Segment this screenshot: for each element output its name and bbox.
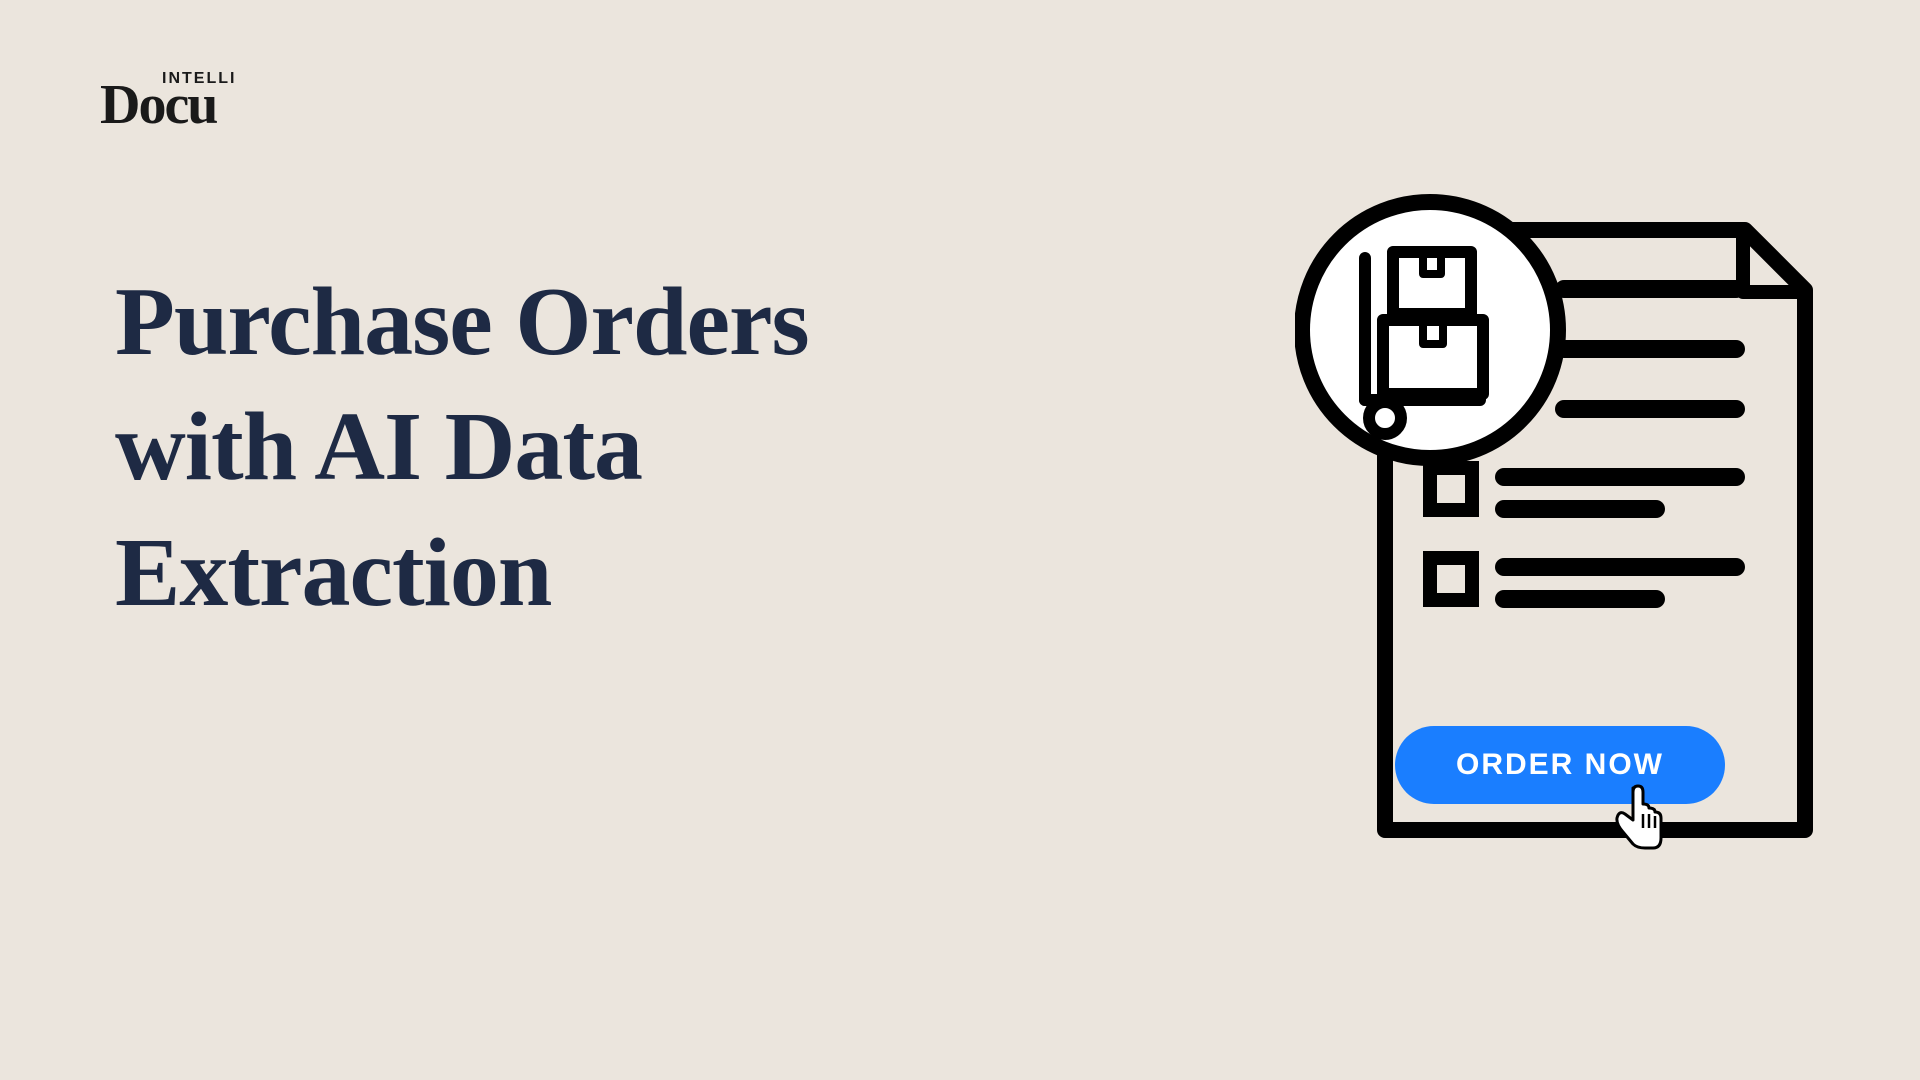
doc-line (1555, 400, 1745, 418)
logo-bottom-text: Docu (100, 80, 236, 130)
headline-line-2: with AI Data (115, 385, 809, 510)
headline: Purchase Orders with AI Data Extraction (115, 260, 809, 636)
cursor-icon (1611, 782, 1667, 852)
cart-circle (1302, 202, 1558, 458)
doc-line (1495, 468, 1745, 486)
headline-line-3: Extraction (115, 511, 809, 636)
headline-line-1: Purchase Orders (115, 260, 809, 385)
order-now-button[interactable]: ORDER NOW (1395, 726, 1725, 804)
doc-line (1495, 500, 1665, 518)
doc-line (1495, 590, 1665, 608)
doc-line (1555, 280, 1745, 298)
logo: INTELLI Docu (100, 70, 236, 130)
document-illustration: ORDER NOW (1295, 190, 1825, 870)
doc-line (1495, 558, 1745, 576)
doc-line (1555, 340, 1745, 358)
checkbox-icon (1430, 558, 1472, 600)
checkbox-icon (1430, 468, 1472, 510)
